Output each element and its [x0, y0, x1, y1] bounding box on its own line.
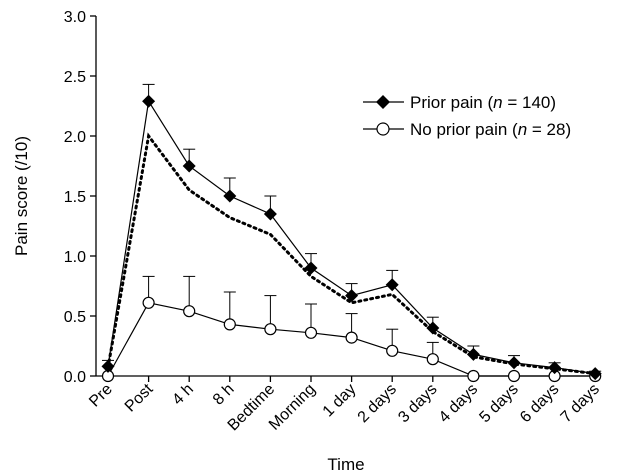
legend: Prior pain (n = 140) No prior pain (n = … — [363, 93, 571, 139]
data-point-prior-pain — [304, 261, 318, 275]
y-tick-label: 1.0 — [64, 249, 86, 266]
data-point-prior-pain — [548, 361, 562, 375]
data-point-no-prior-pain — [507, 369, 521, 383]
x-tick-label: 7 days — [558, 381, 603, 426]
y-ticks: 0.0 0.5 1.0 1.5 2.0 2.5 3.0 — [64, 9, 96, 386]
y-tick-label: 2.0 — [64, 129, 86, 146]
y-tick-label: 0.5 — [64, 309, 86, 326]
data-point-no-prior-pain — [426, 353, 439, 366]
data-point-no-prior-pain — [142, 296, 155, 309]
data-point-prior-pain — [182, 159, 196, 173]
data-point-prior-pain — [263, 207, 277, 221]
data-point-no-prior-pain — [386, 344, 399, 357]
data-point-prior-pain — [466, 347, 480, 361]
x-axis-label: Time — [327, 455, 364, 474]
legend-marker-prior-pain — [376, 95, 390, 109]
x-tick-label: Post — [122, 380, 157, 415]
x-tick-label: 5 days — [476, 381, 521, 426]
data-point-no-prior-pain — [183, 305, 196, 318]
y-tick-label: 0.0 — [64, 369, 86, 386]
y-axis-label: Pain score (/10) — [12, 136, 31, 256]
y-tick-label: 1.5 — [64, 189, 86, 206]
legend-label-prior-pain-prefix: Prior pain ( — [410, 93, 493, 112]
x-tick-label: Pre — [86, 381, 116, 411]
series-layer — [101, 83, 602, 383]
data-point-no-prior-pain — [264, 323, 277, 336]
data-point-no-prior-pain — [304, 326, 318, 339]
legend-label-no-prior-pain-n: n — [518, 120, 527, 139]
data-point-prior-pain — [385, 278, 399, 292]
data-point-prior-pain — [507, 356, 521, 370]
legend-label-no-prior-pain-suffix: = 28) — [527, 120, 571, 139]
data-point-prior-pain — [588, 367, 602, 381]
series-line-dotted — [106, 132, 597, 376]
data-point-no-prior-pain — [467, 369, 480, 383]
legend-label-prior-pain-suffix: = 140) — [503, 93, 556, 112]
legend-label-prior-pain-n: n — [493, 93, 502, 112]
x-tick-label: 8 h — [210, 381, 238, 409]
data-point-prior-pain — [142, 94, 156, 108]
data-point-prior-pain — [223, 189, 237, 203]
legend-marker-no-prior-pain — [376, 122, 390, 136]
x-tick-label: 2 days — [355, 381, 400, 426]
legend-label-prior-pain: Prior pain (n = 140) — [410, 93, 556, 112]
x-tick-label: 3 days — [395, 381, 440, 426]
legend-label-no-prior-pain: No prior pain (n = 28) — [410, 120, 571, 139]
data-point-no-prior-pain — [345, 331, 358, 344]
axes — [95, 16, 590, 377]
data-point-prior-pain — [426, 321, 440, 335]
data-point-no-prior-pain — [223, 318, 236, 331]
y-tick-label: 2.5 — [64, 69, 86, 86]
y-tick-label: 3.0 — [64, 9, 86, 26]
data-point-prior-pain — [101, 359, 115, 373]
legend-label-no-prior-pain-prefix: No prior pain ( — [410, 120, 518, 139]
x-tick-label: 4 days — [436, 381, 481, 426]
x-tick-label: 1 day — [320, 381, 360, 421]
data-point-prior-pain — [345, 289, 359, 303]
x-tick-label: 4 h — [169, 381, 197, 409]
x-tick-label: 6 days — [517, 381, 562, 426]
